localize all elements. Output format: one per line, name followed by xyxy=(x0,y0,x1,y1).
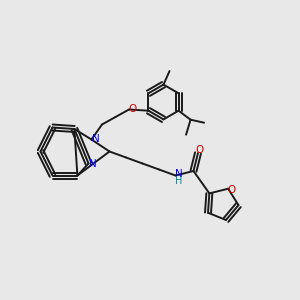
Text: N: N xyxy=(175,169,183,179)
Text: N: N xyxy=(92,134,100,144)
Text: N: N xyxy=(89,159,97,170)
Text: H: H xyxy=(175,176,182,187)
Text: O: O xyxy=(128,104,137,114)
Text: O: O xyxy=(227,185,235,195)
Text: O: O xyxy=(195,145,204,155)
